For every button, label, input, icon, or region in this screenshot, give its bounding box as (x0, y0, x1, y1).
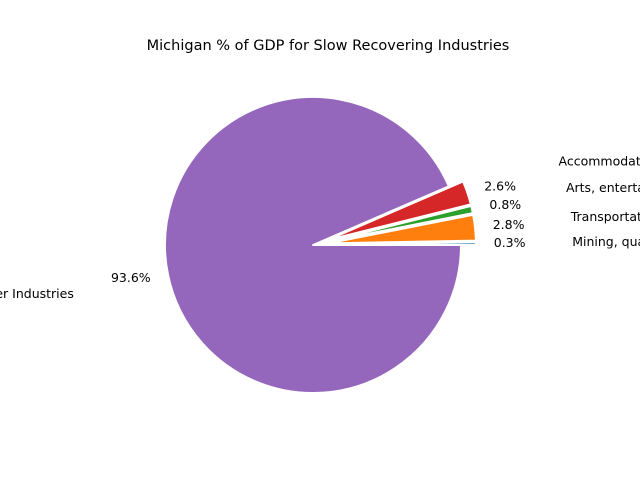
pct-label-2: 0.8% (489, 197, 521, 212)
pct-label-3: 2.6% (484, 179, 516, 194)
category-label-4: Other Industries (0, 286, 74, 301)
pie-slice-4 (164, 96, 462, 394)
pie-slices (164, 96, 477, 394)
pie-slice-3 (326, 180, 472, 242)
category-label-3: Accommodation and food services (559, 153, 640, 168)
pct-label-4: 93.6% (111, 270, 151, 285)
pie-labels: 0.3% Mining, quarrying, and oil and gas e… (0, 153, 640, 301)
pie-slice-1 (326, 213, 477, 245)
category-label-0: Mining, quarrying, and oil and gas extra… (572, 234, 640, 249)
chart-title: Michigan % of GDP for Slow Recovering In… (147, 38, 510, 54)
pct-label-0: 0.3% (494, 235, 526, 250)
pie-slice-2 (326, 204, 474, 243)
category-label-1: Transportation and warehousing (570, 209, 640, 224)
category-label-2: Arts, entertainment, and recreation (566, 180, 640, 195)
pct-label-1: 2.8% (493, 217, 525, 232)
